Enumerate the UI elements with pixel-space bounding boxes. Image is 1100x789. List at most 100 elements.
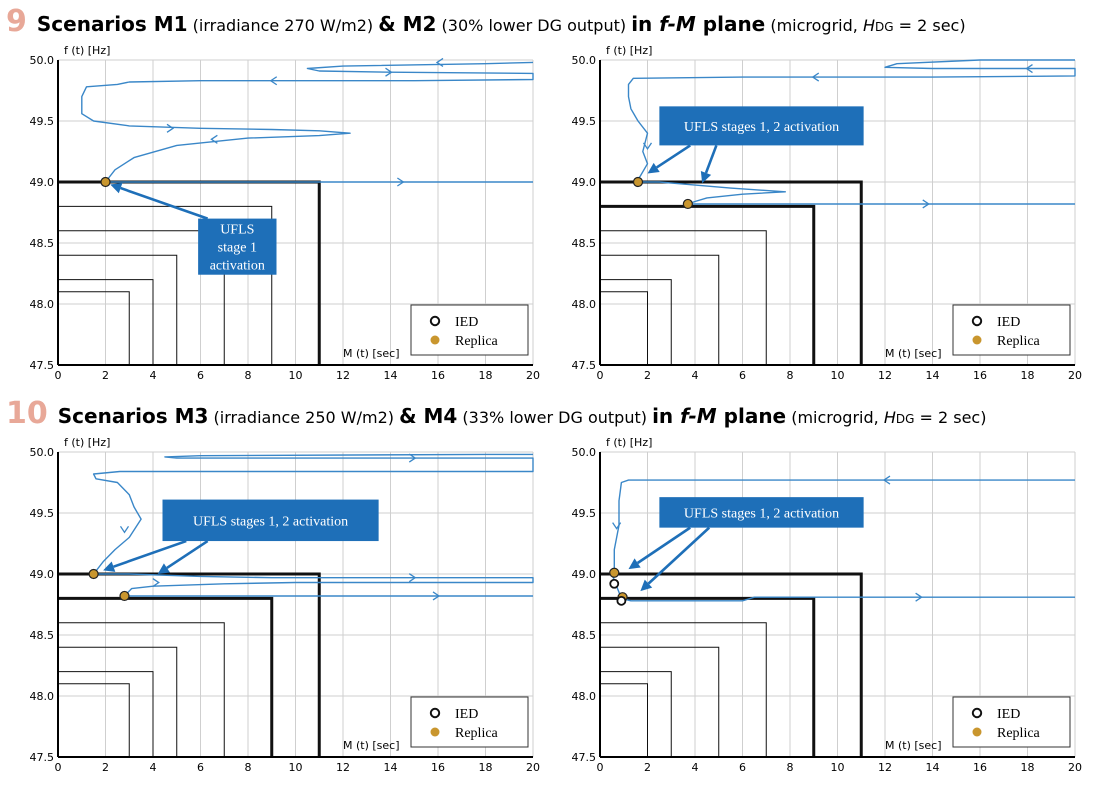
direction-arrow [915,592,923,602]
x-tick-label: 8 [245,761,252,774]
heading-text: plane [695,12,766,36]
y-axis-label: f (t) [Hz] [64,436,110,449]
ufls-threshold-box [58,596,274,757]
y-tick-label: 48.5 [572,629,597,642]
callout-box [659,106,864,146]
x-tick-label: 6 [197,369,204,382]
direction-arrow [166,123,175,133]
legend-ied-marker [429,315,441,327]
heading-text: (irradiance 250 W/m2) [208,408,400,427]
x-tick-label: 14 [926,369,940,382]
callout-arrowhead [103,561,116,572]
section-heading-10: 10 Scenarios M3 (irradiance 250 W/m2) & M… [6,396,986,431]
y-tick-label: 48.0 [30,298,55,311]
grid [58,59,534,365]
y-tick-label: 48.5 [30,237,55,250]
trajectory-line [81,61,534,183]
direction-arrow [642,142,653,151]
x-tick-label: 20 [526,369,540,382]
x-tick-label: 8 [245,369,252,382]
heading-text: (30% lower DG output) [436,16,632,35]
heading-text: in [652,404,681,428]
legend-label-replica: Replica [997,334,1041,349]
ied-marker [616,595,627,606]
y-tick-label: 50.0 [572,54,597,67]
x-tick-label: 16 [431,369,445,382]
legend-label-ied: IED [455,315,478,330]
chart-scenario-m1: 0 2 4 6 8 10 12 14 16 18 20 47.5 48.0 48.5 49.0 49.5 50.… [30,44,541,382]
x-tick-label: 18 [479,761,493,774]
x-tick-label: 14 [384,369,398,382]
callout-pointer [704,144,718,174]
y-tick-label: 48.0 [30,690,55,703]
x-tick-label: 4 [692,761,699,774]
callout-pointer [647,526,711,585]
x-tick-label: 18 [1021,369,1035,382]
heading-text: (33% lower DG output) [457,408,653,427]
heading-text: DG [874,20,894,34]
heading-text: plane [716,404,787,428]
replica-marker [100,176,111,188]
direction-arrow [269,76,278,86]
direction-arrow [432,591,441,601]
heading-text: (microgrid, [765,16,863,35]
x-tick-label: 10 [289,369,303,382]
heading-text: H [862,16,875,35]
direction-arrow [882,475,891,485]
ufls-threshold-box [58,683,130,757]
x-tick-label: 4 [692,369,699,382]
ufls-threshold-box [600,254,720,365]
x-tick-label: 2 [102,369,109,382]
x-tick-label: 10 [831,369,845,382]
trajectory-line [92,453,534,597]
ufls-threshold-box [600,180,863,365]
legend-label-ied: IED [997,707,1020,722]
x-tick-label: 14 [384,761,398,774]
ufls-threshold-box [58,205,273,365]
heading-text: in [631,12,660,36]
callout-text: UFLS [220,223,254,238]
callout-text: UFLS stages 1, 2 activation [684,120,839,135]
x-tick-label: 20 [1068,761,1082,774]
y-axis-label: f (t) [Hz] [606,44,652,57]
legend-box [410,696,529,748]
callout-text: activation [210,259,265,274]
ufls-threshold-box [58,671,154,757]
y-tick-label: 49.5 [572,115,597,128]
legend-label-replica: Replica [997,726,1041,741]
callout-arrowhead [647,162,660,174]
ied-marker [609,578,620,589]
x-tick-label: 4 [150,761,157,774]
x-tick-label: 20 [526,761,540,774]
callout-arrowhead [110,182,123,194]
y-tick-label: 50.0 [30,54,55,67]
section-number: 9 [6,4,27,39]
ufls-threshold-box [600,596,816,757]
ufls-threshold-box [600,204,816,365]
legend-label-ied: IED [997,315,1020,330]
y-tick-label: 50.0 [572,446,597,459]
x-tick-label: 16 [431,761,445,774]
y-tick-label: 49.0 [572,568,597,581]
x-tick-label: 16 [973,369,987,382]
y-tick-label: 47.5 [572,359,597,372]
direction-arrow [408,573,417,583]
x-tick-label: 12 [878,761,892,774]
ufls-threshold-box [600,279,672,365]
x-tick-label: 6 [739,369,746,382]
direction-arrow [385,67,393,77]
callout-pointer [120,186,209,220]
y-tick-label: 48.0 [572,690,597,703]
heading-text: (microgrid, [786,408,884,427]
y-tick-label: 47.5 [572,751,597,764]
direction-arrow [210,134,218,144]
x-axis-label: M (t) [sec] [885,739,942,752]
replica-marker [609,567,620,578]
ufls-threshold-box [600,572,863,757]
callout-arrowhead [157,563,170,574]
direction-arrow [152,577,160,588]
x-tick-label: 10 [289,761,303,774]
replica-marker [88,568,99,580]
x-tick-label: 20 [1068,369,1082,382]
callout-text: UFLS stages 1, 2 activation [193,514,348,529]
